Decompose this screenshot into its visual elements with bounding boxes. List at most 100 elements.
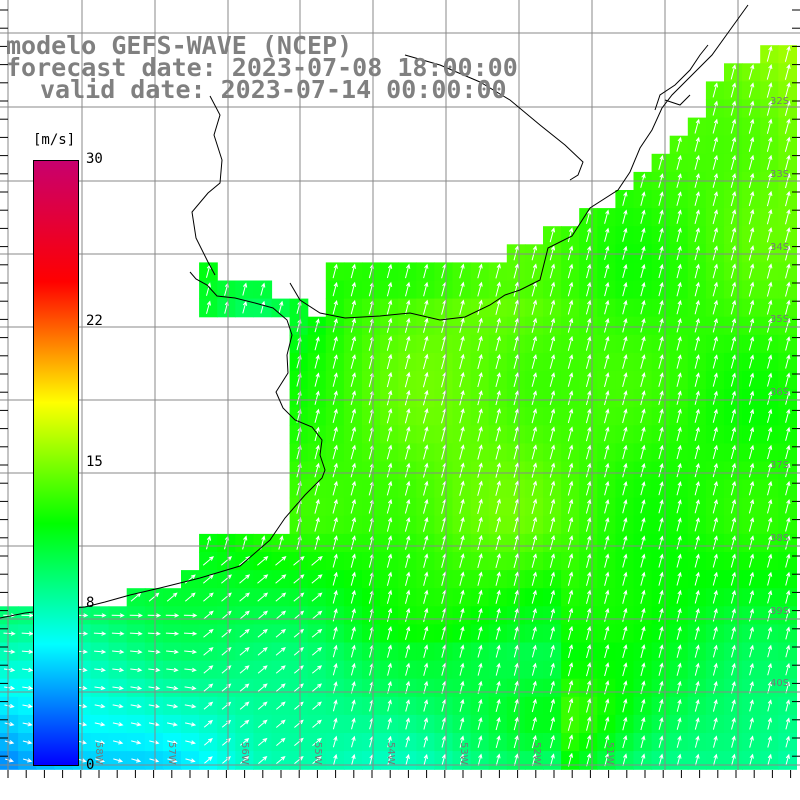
wind-arrow — [766, 299, 773, 315]
wind-arrow — [658, 462, 664, 478]
wind-arrow — [658, 426, 664, 442]
wind-arrow — [712, 462, 718, 478]
wind-arrow — [513, 753, 519, 767]
wind-arrow — [242, 535, 248, 550]
wind-arrow — [203, 719, 213, 728]
wind-arrow — [386, 480, 393, 496]
wind-arrow — [423, 571, 429, 586]
wind-arrow — [131, 740, 142, 745]
wind-arrow — [676, 753, 682, 766]
wind-arrow — [111, 613, 125, 618]
wind-arrow — [203, 701, 214, 710]
wind-arrow — [767, 390, 773, 405]
wind-arrow — [549, 335, 556, 351]
wind-arrow — [332, 699, 338, 712]
wind-arrow — [586, 589, 592, 604]
wind-arrow — [422, 371, 429, 388]
wind-arrow — [749, 590, 755, 604]
wind-arrow — [767, 735, 772, 748]
longitude-label: 51W — [604, 742, 615, 765]
wind-arrow — [423, 498, 429, 514]
wind-arrow — [350, 408, 356, 424]
wind-arrow — [405, 753, 410, 766]
wind-arrow — [333, 753, 338, 766]
wind-arrow — [531, 390, 537, 406]
wind-arrow — [441, 753, 447, 766]
wind-arrow — [386, 390, 393, 406]
wind-arrow — [549, 698, 555, 713]
wind-arrow — [586, 716, 592, 731]
wind-arrow — [459, 644, 465, 658]
wind-arrow — [730, 190, 737, 207]
wind-arrow — [694, 589, 700, 604]
wind-arrow — [604, 589, 610, 604]
wind-arrow — [712, 444, 718, 460]
wind-arrow — [332, 626, 338, 640]
wind-arrow — [350, 281, 356, 297]
wind-arrow — [694, 535, 700, 550]
wind-arrow — [386, 553, 393, 568]
wind-arrow — [423, 735, 428, 748]
wind-arrow — [622, 716, 628, 731]
wind-arrow — [423, 516, 429, 532]
wind-arrow — [459, 534, 465, 550]
wind-arrow — [785, 263, 791, 279]
wind-arrow — [531, 444, 538, 460]
wind-arrow — [640, 625, 646, 641]
wind-arrow — [676, 553, 682, 568]
wind-arrow — [166, 592, 178, 602]
wind-arrow — [350, 354, 356, 369]
wind-arrow — [386, 371, 393, 388]
wind-arrow — [242, 300, 248, 314]
wind-arrow — [676, 191, 682, 206]
wind-arrow — [148, 685, 161, 691]
wind-arrow — [676, 390, 682, 405]
wind-arrow — [784, 118, 791, 134]
wind-arrow — [567, 516, 574, 532]
wind-arrow — [767, 499, 773, 514]
wind-arrow — [604, 625, 610, 641]
wind-arrow — [549, 444, 556, 460]
wind-arrow — [767, 444, 773, 460]
wind-arrow — [730, 444, 737, 460]
wind-arrow — [748, 118, 755, 134]
wind-arrow — [257, 737, 268, 746]
wind-arrow — [748, 553, 755, 568]
wind-arrow — [767, 480, 773, 496]
wind-arrow — [21, 649, 34, 654]
wind-arrow — [206, 282, 211, 296]
wind-arrow — [257, 628, 268, 638]
wind-arrow — [260, 282, 266, 296]
wind-arrow — [387, 735, 392, 748]
wind-arrow — [658, 354, 664, 369]
latitude-label: 37S — [770, 460, 789, 471]
wind-arrow — [549, 408, 556, 424]
longitude-label: 55W — [312, 742, 323, 765]
wind-arrow — [531, 317, 538, 333]
wind-arrow — [730, 589, 736, 604]
wind-arrow — [513, 534, 519, 551]
wind-arrow — [676, 318, 682, 333]
wind-arrow — [785, 735, 790, 748]
wind-arrow — [676, 735, 682, 748]
wind-arrow — [387, 717, 392, 730]
wind-arrow — [531, 426, 537, 442]
wind-arrow — [185, 740, 196, 745]
wind-arrow — [386, 571, 393, 586]
wind-arrow — [351, 753, 356, 766]
wind-arrow — [658, 517, 664, 532]
wind-arrow — [785, 336, 791, 351]
wind-arrow — [386, 426, 393, 442]
wind-arrow — [130, 704, 142, 709]
wind-arrow — [785, 408, 791, 423]
wind-arrow — [586, 625, 592, 641]
wind-arrow — [332, 717, 338, 730]
wind-arrow — [658, 209, 664, 224]
wind-arrow — [604, 245, 610, 261]
wind-arrow — [404, 371, 411, 388]
wind-arrow — [422, 407, 429, 424]
wind-arrow — [350, 336, 356, 351]
wind-arrow — [387, 625, 393, 640]
wind-arrow — [567, 317, 574, 333]
wind-arrow — [202, 574, 214, 584]
